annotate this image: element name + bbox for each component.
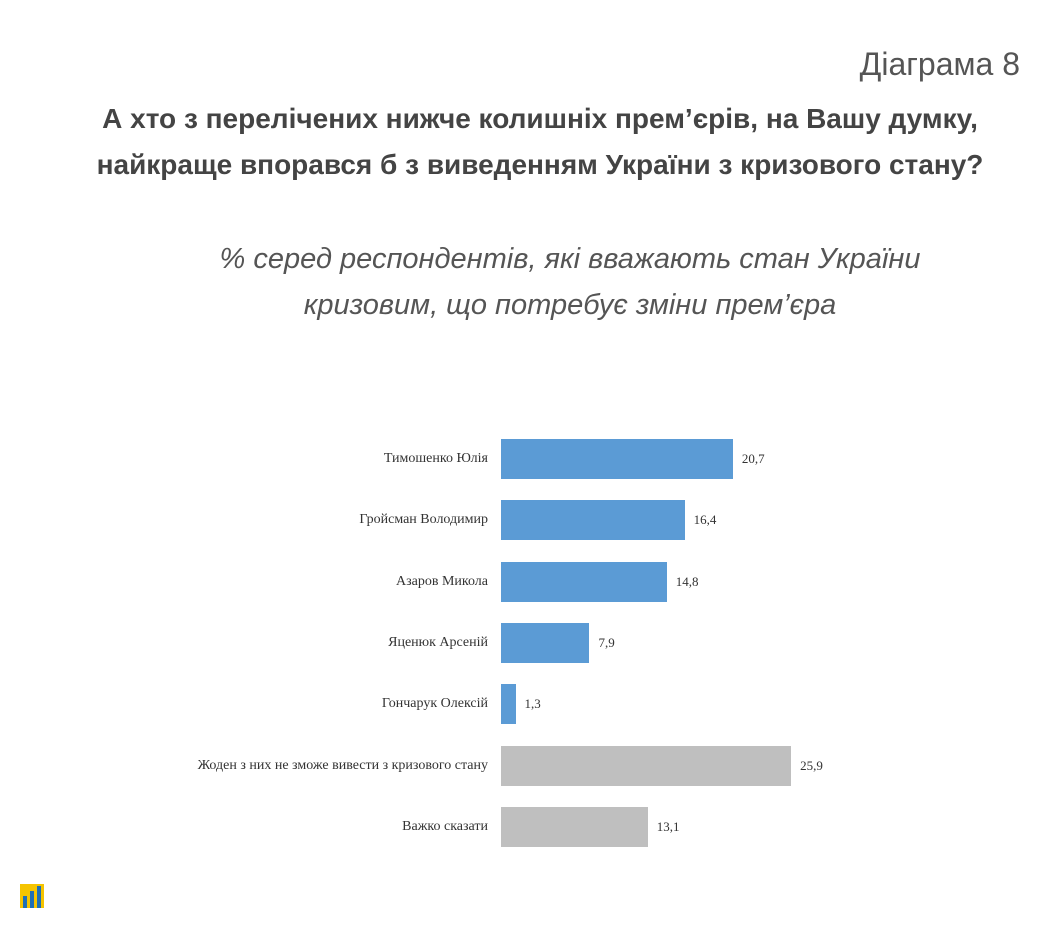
value-label: 14,8	[675, 573, 699, 589]
bar	[501, 622, 590, 663]
value-label: 16,4	[693, 512, 717, 528]
chart-title: А хто з перелічених нижче колишніх прем’…	[96, 103, 984, 180]
value-label: 7,9	[598, 634, 615, 650]
diagram-label: Діаграма 8	[859, 46, 1020, 82]
category-label: Гончарук Олексій	[381, 696, 488, 712]
value-label: 25,9	[800, 757, 823, 773]
category-label: Важко сказати	[402, 818, 488, 834]
category-label: Тимошенко Юлія	[383, 451, 488, 466]
value-label: 1,3	[524, 696, 541, 712]
bar	[501, 745, 792, 786]
logo	[20, 884, 44, 908]
category-label: Азаров Микола	[395, 573, 488, 589]
category-label: Гройсман Володимир	[359, 512, 488, 528]
bar	[501, 684, 516, 725]
value-label: 13,1	[656, 818, 680, 834]
chart-subtitle: % серед респондентів, які вважають стан …	[219, 243, 921, 321]
category-label: Яценюк Арсеній	[388, 634, 488, 650]
bar	[501, 439, 733, 479]
category-label: Жоден з них не зможе вивести з кризового…	[197, 757, 488, 773]
value-label: 20,7	[741, 451, 765, 466]
bar	[501, 500, 685, 541]
bar	[501, 806, 648, 847]
bar	[501, 561, 667, 602]
